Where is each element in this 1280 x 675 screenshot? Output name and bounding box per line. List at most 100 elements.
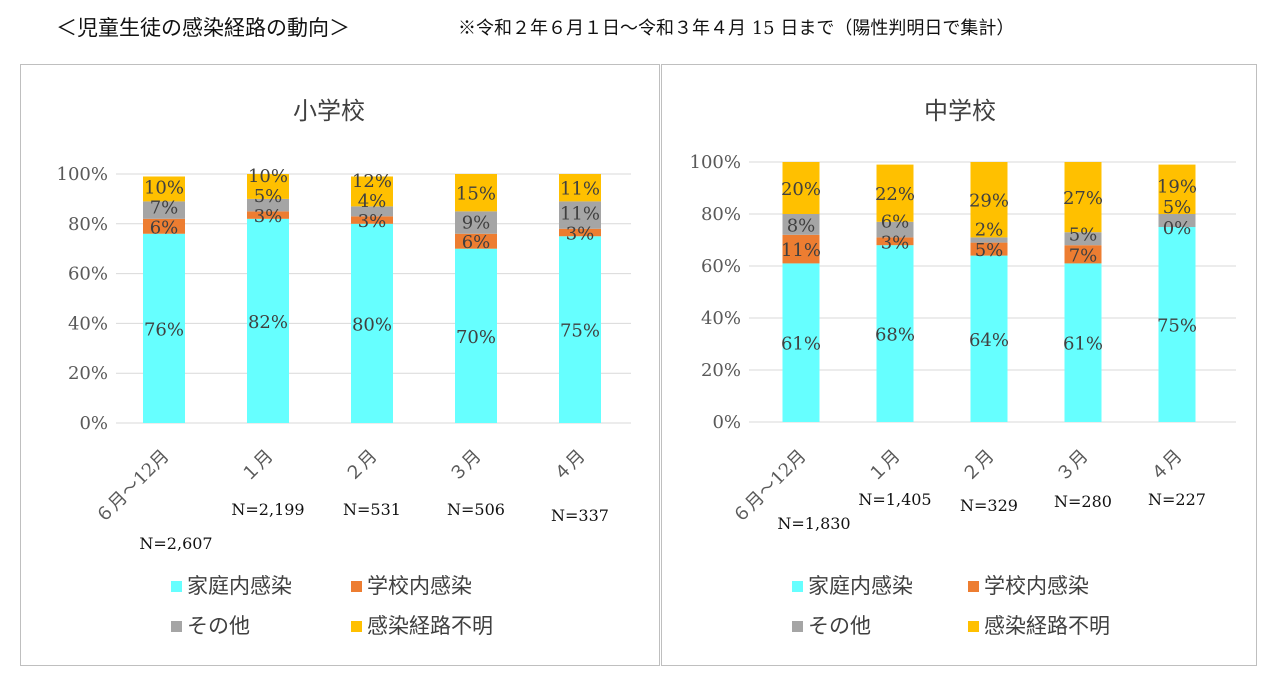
bar-segment [970,255,1008,422]
legend-label: その他 [187,614,250,638]
data-label: 10% [144,177,184,198]
bar-segment [1158,164,1196,214]
bar-segment [455,233,497,249]
legend-label: 学校内感染 [367,574,472,598]
category-label: ２月 [341,446,381,486]
bar-segment [559,201,601,229]
data-label: 8% [787,215,816,236]
y-tick-label: 0% [712,412,741,433]
legend-label: その他 [808,614,871,638]
sample-size-label: N=2,607 [139,534,212,553]
page-heading: ＜児童生徒の感染経路の動向＞ [56,16,350,40]
sample-size-label: N=2,199 [231,500,304,519]
data-label: 61% [781,334,821,355]
sample-size-label: N=329 [960,496,1018,515]
bar-segment [782,214,820,235]
data-label: 27% [1063,188,1103,209]
bar-segment [876,237,914,246]
bar-segment [455,248,497,423]
data-label: 3% [254,206,283,227]
bar-segment [247,174,289,199]
bar-segment [1158,227,1196,422]
sample-size-label: N=1,405 [858,490,931,509]
bar-segment [782,263,820,422]
legend-label: 家庭内感染 [808,574,913,598]
bar-segment [559,228,601,237]
data-label: 80% [352,314,392,335]
data-label: 2% [975,219,1004,240]
period-note: ※令和２年６月１日～令和３年４月 15 日まで（陽性判明日で集計） [458,18,1015,39]
data-label: 68% [875,325,915,346]
data-label: 4% [358,191,387,212]
bar-segment [1064,162,1102,233]
legend-swatch [351,621,362,632]
bar-segment [1158,214,1196,227]
data-label: 82% [248,312,288,333]
data-label: 75% [560,321,600,342]
data-label: 22% [875,184,915,205]
data-label: 7% [1069,245,1098,266]
data-label: 5% [975,240,1004,261]
bar-segment [351,223,393,423]
data-label: 0% [1163,218,1192,239]
y-tick-label: 20% [701,360,741,381]
y-tick-label: 100% [57,164,108,185]
data-label: 6% [150,217,179,238]
bar-segment [143,233,185,423]
data-label: 5% [1163,197,1192,218]
bar-segment [247,211,289,219]
data-label: 9% [462,212,491,233]
data-label: 3% [566,224,595,245]
data-label: 15% [456,184,496,205]
legend-swatch [792,621,803,632]
data-label: 5% [1069,225,1098,246]
bar-segment [1064,263,1102,422]
legend-label: 学校内感染 [984,574,1089,598]
category-label: ２月 [958,446,998,486]
data-label: 64% [969,330,1009,351]
data-label: 29% [969,191,1009,212]
elementary-chart: 小学校0%20%40%60%80%100%76%6%7%10%６月～12月N=2… [57,97,631,638]
bar-segment [1064,245,1102,264]
data-label: 12% [352,171,392,192]
data-label: 6% [881,212,910,233]
y-tick-label: 80% [68,214,108,235]
data-label: 76% [144,319,184,340]
legend-label: 感染経路不明 [984,614,1110,638]
chart-panel-junior-high: 中学校 0% 20% 40% 60% 80% 100% 61% 11% 8% 20% ６月～12月 N=… [661,64,1257,666]
y-tick-label: 60% [701,256,741,277]
data-label: 3% [358,211,387,232]
data-label: 7% [150,197,179,218]
data-label: 11% [560,179,600,200]
data-label: 20% [781,179,821,200]
data-label: 19% [1157,176,1197,197]
sample-size-label: N=506 [447,500,505,519]
bar-segment [559,174,601,202]
bar-segment [455,174,497,212]
legend-swatch [171,621,182,632]
bar-segment [143,218,185,234]
bar-segment [970,162,1008,238]
legend-swatch [171,581,182,592]
bar-segment [876,245,914,422]
bar-segment [351,216,393,224]
y-tick-label: 40% [68,313,108,334]
bar-segment [455,211,497,234]
bar-segment [970,242,1008,256]
bar-segment [351,176,393,207]
data-label: 75% [1157,316,1197,337]
data-label: 10% [248,166,288,187]
junior-high-chart: 中学校0%20%40%60%80%100%61%11%8%20%６月～12月N=… [690,97,1236,638]
bar-segment [1064,232,1102,246]
y-tick-label: 100% [690,152,741,173]
bar-segment [247,218,289,423]
sample-size-label: N=1,830 [777,514,850,533]
category-label: ３月 [445,446,485,486]
bar-segment [559,236,601,423]
data-label: 5% [254,186,283,207]
sample-size-label: N=531 [343,500,401,519]
y-tick-label: 40% [701,308,741,329]
category-label: ６月～12月 [92,446,174,528]
sample-size-label: N=227 [1148,490,1206,509]
category-label: ４月 [549,446,589,486]
